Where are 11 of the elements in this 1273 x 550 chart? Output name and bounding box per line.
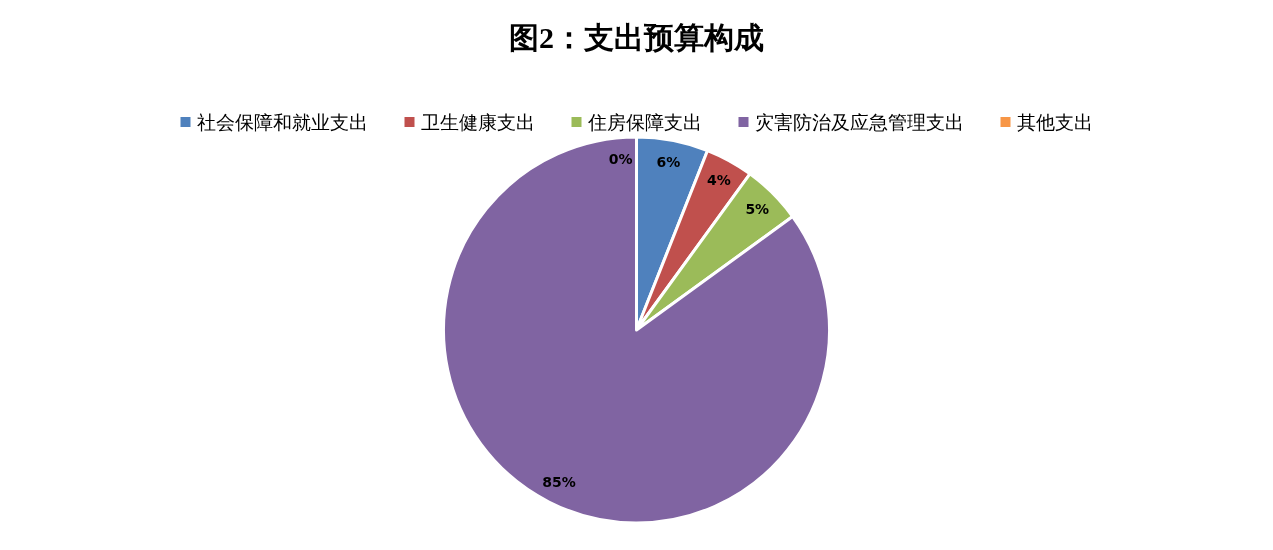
data-label: 85% xyxy=(542,474,576,491)
legend-label: 灾害防治及应急管理支出 xyxy=(754,111,964,133)
legend-label: 卫生健康支出 xyxy=(420,111,535,133)
data-label: 5% xyxy=(745,201,770,218)
legend-label: 其他支出 xyxy=(1016,111,1093,133)
data-label: 0% xyxy=(608,151,633,168)
legend-label: 住房保障支出 xyxy=(587,111,702,133)
legend-label: 社会保障和就业支出 xyxy=(196,111,368,133)
chart-title: 图2：支出预算构成 xyxy=(509,21,764,54)
data-label: 4% xyxy=(706,172,731,189)
data-label: 6% xyxy=(656,154,681,171)
